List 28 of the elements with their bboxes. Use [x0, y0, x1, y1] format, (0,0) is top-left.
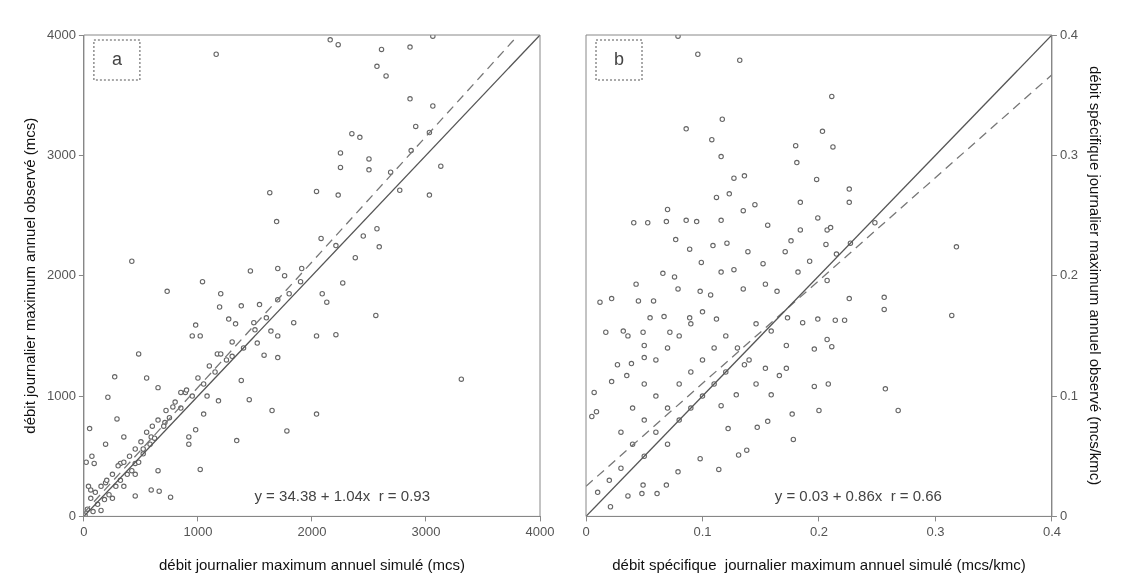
y-tick-label: 4000 — [47, 26, 76, 42]
x-tick-label: 0 — [80, 523, 88, 539]
y2-tick-label: 0.4 — [1059, 26, 1079, 42]
y-axis-title: débit journalier maximum annuel observé (mcs) — [21, 117, 39, 434]
x-axis-title: débit journalier maximum annuel simulé (mcs) — [158, 556, 465, 574]
x-tick-label: 0.1 — [693, 523, 712, 539]
y2-tick-label: 0 — [1059, 507, 1068, 523]
annotation: y = 0.03 + 0.86x r = 0.66 — [774, 487, 942, 505]
y2-tick-label: 0.2 — [1059, 267, 1079, 283]
annotation: y = 34.38 + 1.04x r = 0.93 — [254, 487, 430, 505]
annotation: b — [613, 48, 625, 69]
x-tick-label: 1000 — [183, 523, 213, 539]
y-tick-label: 1000 — [47, 387, 76, 403]
y-tick-label: 3000 — [47, 146, 76, 162]
x-tick-label: 0.3 — [926, 523, 945, 539]
x-tick-label: 3000 — [411, 523, 441, 539]
x-tick-label: 0 — [582, 523, 590, 539]
x-axis-title: débit spécifique journalier maximum annuel simulé (mcs/kmc) — [612, 556, 1026, 574]
y2-tick-label: 0.3 — [1059, 146, 1079, 162]
x-tick-label: 0.2 — [809, 523, 828, 539]
y2-axis-title: débit spécifique journalier maximum annuel observé (mcs/kmc) — [1086, 66, 1104, 486]
y-tick-label: 0 — [68, 507, 76, 523]
y2-tick-label: 0.1 — [1059, 387, 1079, 403]
x-tick-label: 2000 — [297, 523, 327, 539]
y-tick-label: 2000 — [47, 267, 76, 283]
x-tick-label: 0.4 — [1042, 523, 1061, 539]
annotation: a — [111, 48, 123, 69]
x-tick-label: 4000 — [525, 523, 555, 539]
